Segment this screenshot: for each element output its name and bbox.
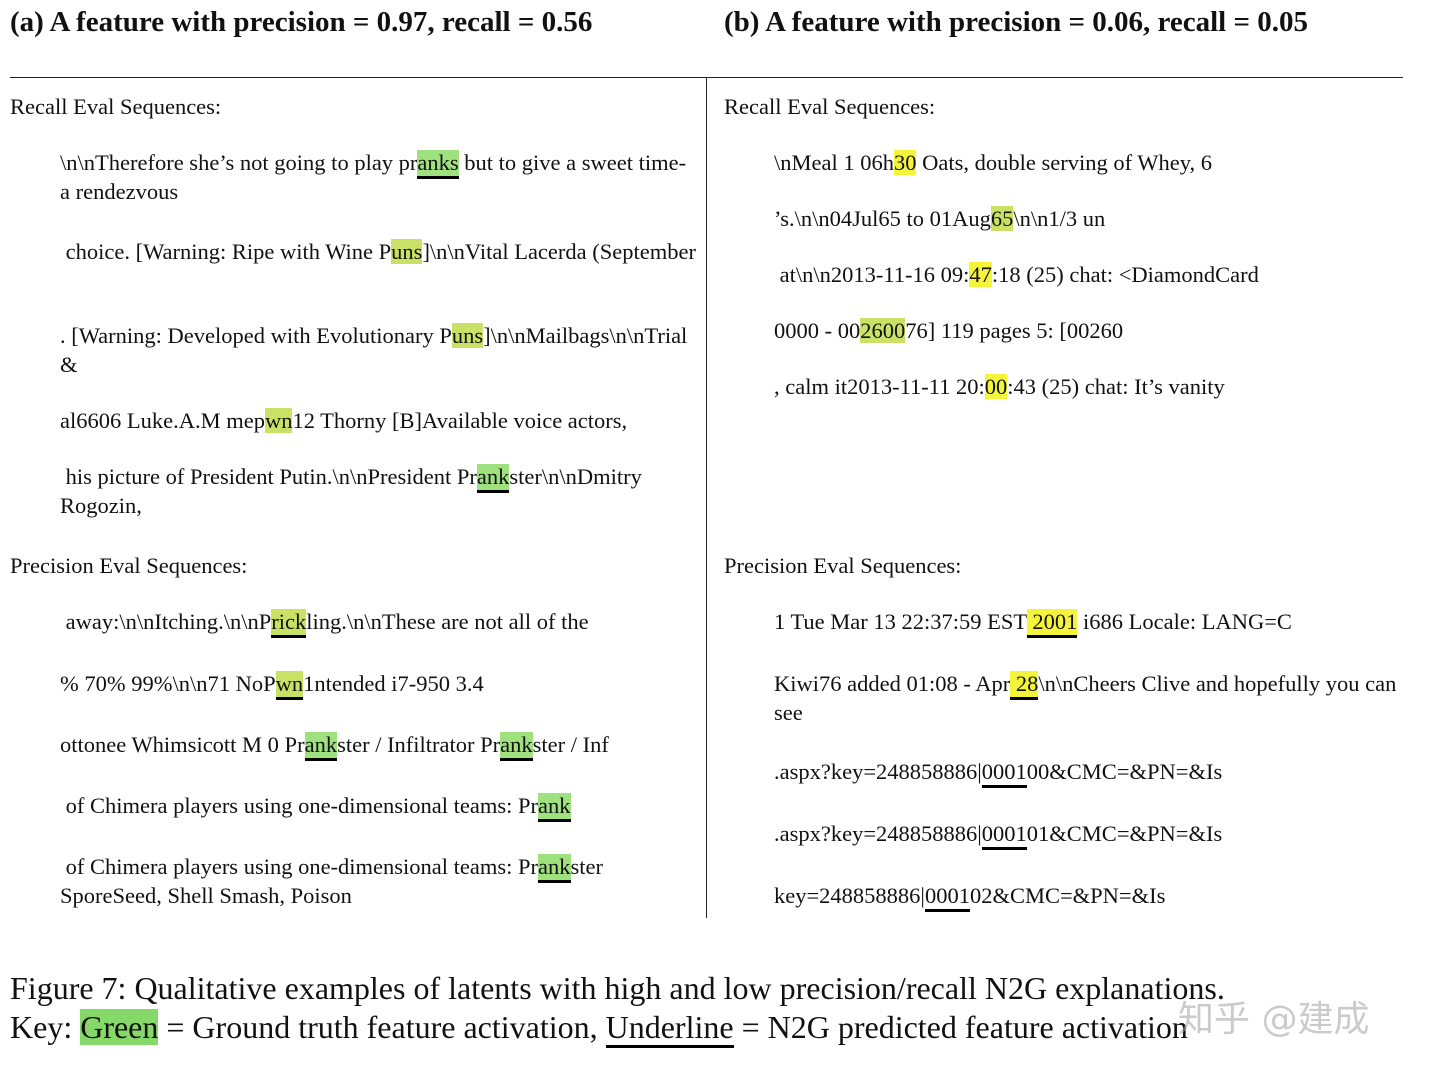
token-highlight: 00 (984, 374, 1008, 399)
token-highlight: 2600 (860, 318, 906, 343)
token-highlight: ank (538, 854, 571, 883)
panel-a-precision-seq-4: of Chimera players using one-dimensional… (60, 791, 696, 822)
panel-a-recall-seq-2: choice. [Warning: Ripe with Wine Puns]\n… (60, 239, 696, 264)
panel-b-precision-label: Precision Eval Sequences: (724, 553, 962, 578)
panel-b-precision-seq-4: .aspx?key=248858886|000101&CMC=&PN=&Is (774, 819, 1414, 850)
panel-a-recall-seq-3: . [Warning: Developed with Evolutionary … (60, 323, 693, 377)
panel-b-precision-seq-1: 1 Tue Mar 13 22:37:59 EST 2001 i686 Loca… (774, 607, 1414, 638)
panel-a-precision-seq-2: % 70% 99%\n\n71 NoPwn1ntended i7-950 3.4 (60, 669, 696, 700)
panel-a-precision-seq-5: of Chimera players using one-dimensional… (60, 854, 609, 908)
panel-b-recall-seq-5: , calm it2013-11-11 20:00:43 (25) chat: … (774, 374, 1225, 399)
panel-b-recall-label: Recall Eval Sequences: (724, 94, 936, 119)
panel-b-precision-seq-5: key=248858886|000102&CMC=&PN=&Is (774, 881, 1414, 912)
panel-b-recall-seq-3: at\n\n2013-11-16 09:47:18 (25) chat: <Di… (774, 262, 1259, 287)
token-highlight: 28 (1010, 671, 1039, 700)
panel-b-recall-seq-2: ’s.\n\n04Jul65 to 01Aug65\n\n1/3 un (774, 206, 1106, 231)
column-divider (706, 78, 707, 918)
token-underline: 0001 (981, 821, 1027, 850)
panel-a-precision-label: Precision Eval Sequences: (10, 553, 248, 578)
panel-a-precision-seq-1: away:\n\nItching.\n\nPrickling.\n\nThese… (60, 607, 696, 638)
token-highlight: ank (476, 464, 510, 493)
token-highlight: 47 (969, 262, 992, 287)
token-highlight: anks (417, 150, 459, 179)
top-rule (10, 77, 1403, 78)
watermark: 知乎 @建成 (1178, 999, 1370, 1040)
token-highlight: ank (538, 793, 571, 822)
token-highlight: uns (391, 239, 423, 264)
key-underline-sample: Underline (605, 1009, 734, 1048)
token-highlight: rick (271, 609, 307, 638)
token-highlight: 2001 (1026, 609, 1078, 638)
panel-b-recall-seq-1: \nMeal 1 06h30 Oats, double serving of W… (774, 150, 1213, 175)
panel-a-precision-seq-3: ottonee Whimsicott M 0 Prankster / Infil… (60, 730, 696, 761)
panel-b-precision-seq-3: .aspx?key=248858886|000100&CMC=&PN=&Is (774, 757, 1414, 788)
panel-b-title: (b) A feature with precision = 0.06, rec… (724, 6, 1309, 38)
panel-a-title: (a) A feature with precision = 0.97, rec… (10, 6, 593, 38)
key-green-swatch: Green (80, 1009, 159, 1045)
panel-a-recall-seq-1: \n\nTherefore she’s not going to play pr… (60, 150, 687, 204)
token-highlight: wn (264, 408, 293, 433)
panel-b-precision-seq-2: Kiwi76 added 01:08 - Apr 28\n\nCheers Cl… (774, 671, 1403, 725)
token-highlight: 30 (893, 150, 917, 175)
figure-key: Key: Green = Ground truth feature activa… (10, 1009, 1188, 1048)
panel-a-recall-seq-5: his picture of President Putin.\n\nPresi… (60, 464, 648, 518)
token-underline: 0001 (981, 759, 1027, 788)
token-highlight: ank (304, 732, 338, 761)
panel-b-recall-seq-4: 0000 - 00260076] 119 pages 5: [00260 (774, 318, 1124, 343)
token-highlight: 65 (990, 206, 1014, 231)
token-highlight: ank (500, 732, 533, 761)
panel-a-recall-seq-4: al6606 Luke.A.M mepwn12 Thorny [B]Availa… (60, 408, 628, 433)
token-highlight: wn (275, 671, 304, 700)
token-underline: 0001 (924, 883, 970, 912)
figure-caption: Figure 7: Qualitative examples of latent… (10, 970, 1225, 1006)
panel-a-recall-label: Recall Eval Sequences: (10, 94, 222, 119)
token-highlight: uns (451, 323, 484, 348)
